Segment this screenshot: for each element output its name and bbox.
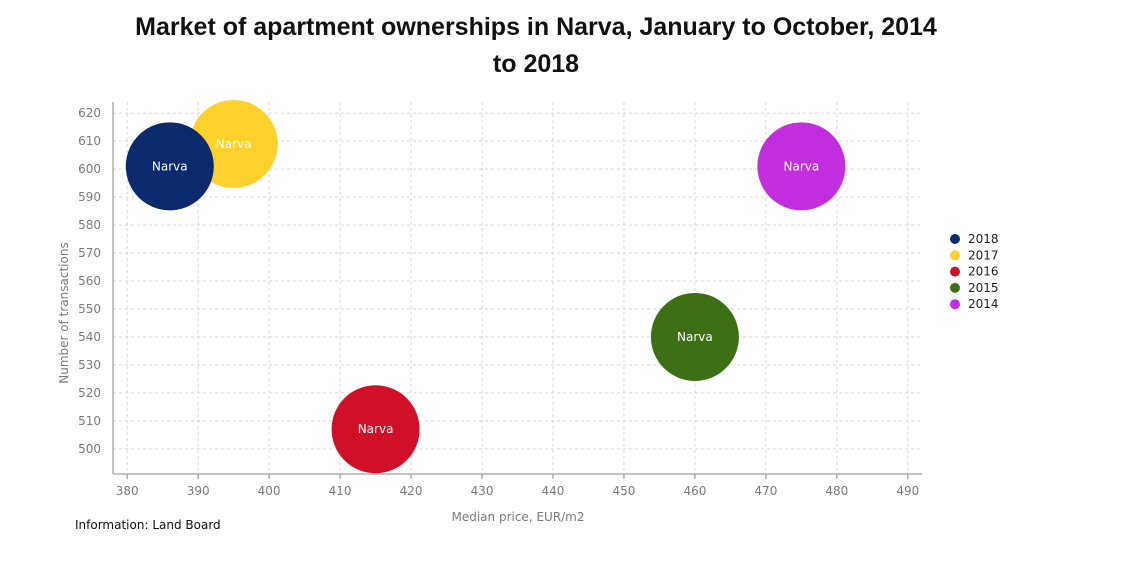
legend-marker-2016[interactable] — [950, 266, 960, 277]
bubble-label-2015: Narva — [677, 330, 713, 344]
chart-title-line-2: to 2018 — [493, 50, 579, 78]
legend-marker-2018[interactable] — [950, 234, 960, 244]
y-tick-label: 530 — [78, 358, 101, 372]
source-note: Information: Land Board — [75, 518, 221, 532]
y-axis-label: Number of transactions — [57, 242, 71, 383]
chart-title-line-1: Market of apartment ownerships in Narva,… — [135, 13, 937, 41]
bubbles-layer: Narva Narva Narva Narva Narva — [125, 99, 846, 474]
legend-marker-2017[interactable] — [950, 250, 960, 261]
x-tick-label: 480 — [825, 484, 848, 498]
x-tick-label: 390 — [187, 484, 210, 498]
y-tick-label: 580 — [78, 218, 101, 232]
legend-item-2017[interactable]: 2017 — [968, 248, 999, 262]
y-tick-label: 510 — [78, 414, 101, 428]
axes-layer: 380 390 400 410 420 430 440 450 460 470 480 490 500 5… — [78, 102, 922, 498]
bubble-label-2014: Narva — [784, 159, 820, 173]
legend-marker-2015[interactable] — [950, 282, 960, 293]
legend-item-2014[interactable]: 2014 — [968, 297, 999, 311]
x-tick-label: 400 — [258, 484, 281, 498]
x-tick-label: 450 — [612, 484, 635, 498]
x-tick-label: 470 — [754, 484, 777, 498]
y-tick-label: 520 — [78, 386, 101, 400]
x-tick-label: 420 — [400, 484, 423, 498]
y-tick-label: 570 — [78, 246, 101, 260]
y-tick-label: 590 — [78, 190, 101, 204]
legend-marker-2014[interactable] — [950, 299, 960, 310]
x-tick-label: 430 — [471, 484, 494, 498]
bubble-2014[interactable] — [757, 122, 846, 211]
x-tick-label: 440 — [542, 484, 565, 498]
y-tick-label: 620 — [78, 106, 101, 120]
legend-item-2016[interactable]: 2016 — [968, 265, 999, 279]
y-tick-label: 500 — [78, 442, 101, 456]
x-tick-label: 490 — [896, 484, 919, 498]
x-tick-label: 460 — [683, 484, 706, 498]
y-tick-label: 540 — [78, 330, 101, 344]
grid-layer — [113, 102, 922, 474]
bubble-2018[interactable] — [125, 122, 214, 211]
bubble-label-2018: Narva — [152, 159, 188, 173]
x-axis-label: Median price, EUR/m2 — [451, 510, 584, 524]
legend: 2018 2017 2016 2015 2014 — [950, 232, 999, 311]
bubble-label-2016: Narva — [358, 422, 394, 436]
y-tick-label: 550 — [78, 302, 101, 316]
y-tick-label: 600 — [78, 162, 101, 176]
x-tick-label: 410 — [329, 484, 352, 498]
legend-item-2018[interactable]: 2018 — [968, 232, 999, 246]
bubble-label-2017: Narva — [216, 137, 252, 151]
legend-item-2015[interactable]: 2015 — [968, 281, 999, 295]
bubble-2016[interactable] — [331, 385, 420, 474]
y-tick-label: 560 — [78, 274, 101, 288]
bubble-2015[interactable] — [650, 292, 739, 381]
x-tick-label: 380 — [116, 484, 139, 498]
y-tick-label: 610 — [78, 134, 101, 148]
